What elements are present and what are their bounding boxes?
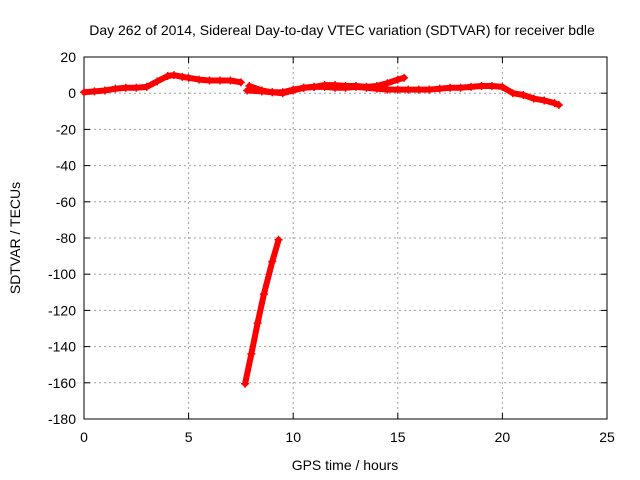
data-point	[554, 100, 563, 109]
data-point	[247, 349, 256, 358]
data-point	[310, 82, 319, 91]
y-tick-label: -20	[56, 121, 76, 137]
chart-title: Day 262 of 2014, Sidereal Day-to-day VTE…	[89, 22, 595, 38]
data-point	[132, 83, 141, 92]
data-point	[226, 76, 235, 85]
y-tick-label: -60	[56, 194, 76, 210]
y-axis-label: SDTVAR / TECUs	[7, 182, 23, 294]
data-point	[142, 82, 151, 91]
data-point	[100, 86, 109, 95]
data-point	[320, 82, 329, 91]
data-point	[414, 85, 423, 94]
data-point	[467, 82, 476, 91]
data-point	[169, 71, 178, 80]
data-point	[529, 94, 538, 103]
data-point	[236, 78, 245, 87]
data-point	[215, 76, 224, 85]
data-point	[243, 86, 252, 95]
data-point	[241, 379, 250, 388]
data-point	[456, 83, 465, 92]
data-point	[205, 76, 214, 85]
data-point	[111, 84, 120, 93]
data-point	[253, 319, 262, 328]
data-point	[550, 99, 559, 108]
data-series-trace	[81, 72, 244, 96]
data-point	[341, 83, 350, 92]
data-point	[184, 73, 193, 82]
x-tick-label: 0	[80, 429, 88, 445]
y-tick-label: -100	[48, 266, 76, 282]
data-point	[268, 257, 277, 266]
data-point	[351, 82, 360, 91]
x-tick-label: 5	[185, 429, 193, 445]
data-point	[195, 75, 204, 84]
data-point	[540, 96, 549, 105]
y-tick-label: 0	[68, 85, 76, 101]
y-tick-label: -120	[48, 302, 76, 318]
y-tick-label: -180	[48, 411, 76, 427]
data-point	[404, 85, 413, 94]
data-point	[393, 85, 402, 94]
data-point	[400, 73, 409, 82]
data-points	[80, 71, 563, 388]
x-axis-ticks: 0 5 10 15 20 25	[80, 57, 615, 445]
data-point	[90, 87, 99, 96]
y-tick-label: -80	[56, 230, 76, 246]
grid-lines	[84, 57, 607, 419]
data-point	[80, 88, 88, 97]
data-point	[268, 88, 277, 97]
data-series-trace	[242, 236, 282, 387]
data-point	[435, 84, 444, 93]
data-point	[498, 82, 507, 91]
data-point	[121, 83, 130, 92]
data-point	[372, 84, 381, 93]
y-tick-label: -140	[48, 339, 76, 355]
data-point	[259, 290, 268, 299]
data-point	[362, 83, 371, 92]
data-point	[299, 83, 308, 92]
x-tick-label: 15	[390, 429, 406, 445]
data-point	[278, 88, 287, 97]
data-point	[383, 85, 392, 94]
data-point	[446, 83, 455, 92]
data-point	[257, 87, 266, 96]
data-point	[508, 89, 517, 98]
data-point	[178, 72, 187, 81]
data-series-1	[80, 71, 245, 97]
data-point	[331, 83, 340, 92]
y-tick-label: -160	[48, 375, 76, 391]
data-point	[274, 235, 283, 244]
x-axis-label: GPS time / hours	[292, 457, 399, 473]
data-point	[289, 85, 298, 94]
x-tick-label: 10	[285, 429, 301, 445]
data-point	[487, 81, 496, 90]
data-point	[163, 72, 172, 81]
x-tick-label: 25	[599, 429, 615, 445]
y-tick-label: 20	[60, 49, 76, 65]
y-axis-ticks: 20 0 -20 -40 -60 -80 -100 -120 -140 -160 -180	[48, 49, 607, 427]
data-series-4	[241, 235, 283, 388]
data-series-3	[243, 81, 563, 109]
data-point	[153, 77, 162, 86]
data-point	[519, 91, 528, 100]
y-tick-label: -40	[56, 158, 76, 174]
x-tick-label: 20	[495, 429, 511, 445]
data-point	[393, 75, 402, 84]
data-point	[477, 81, 486, 90]
data-point	[425, 85, 434, 94]
